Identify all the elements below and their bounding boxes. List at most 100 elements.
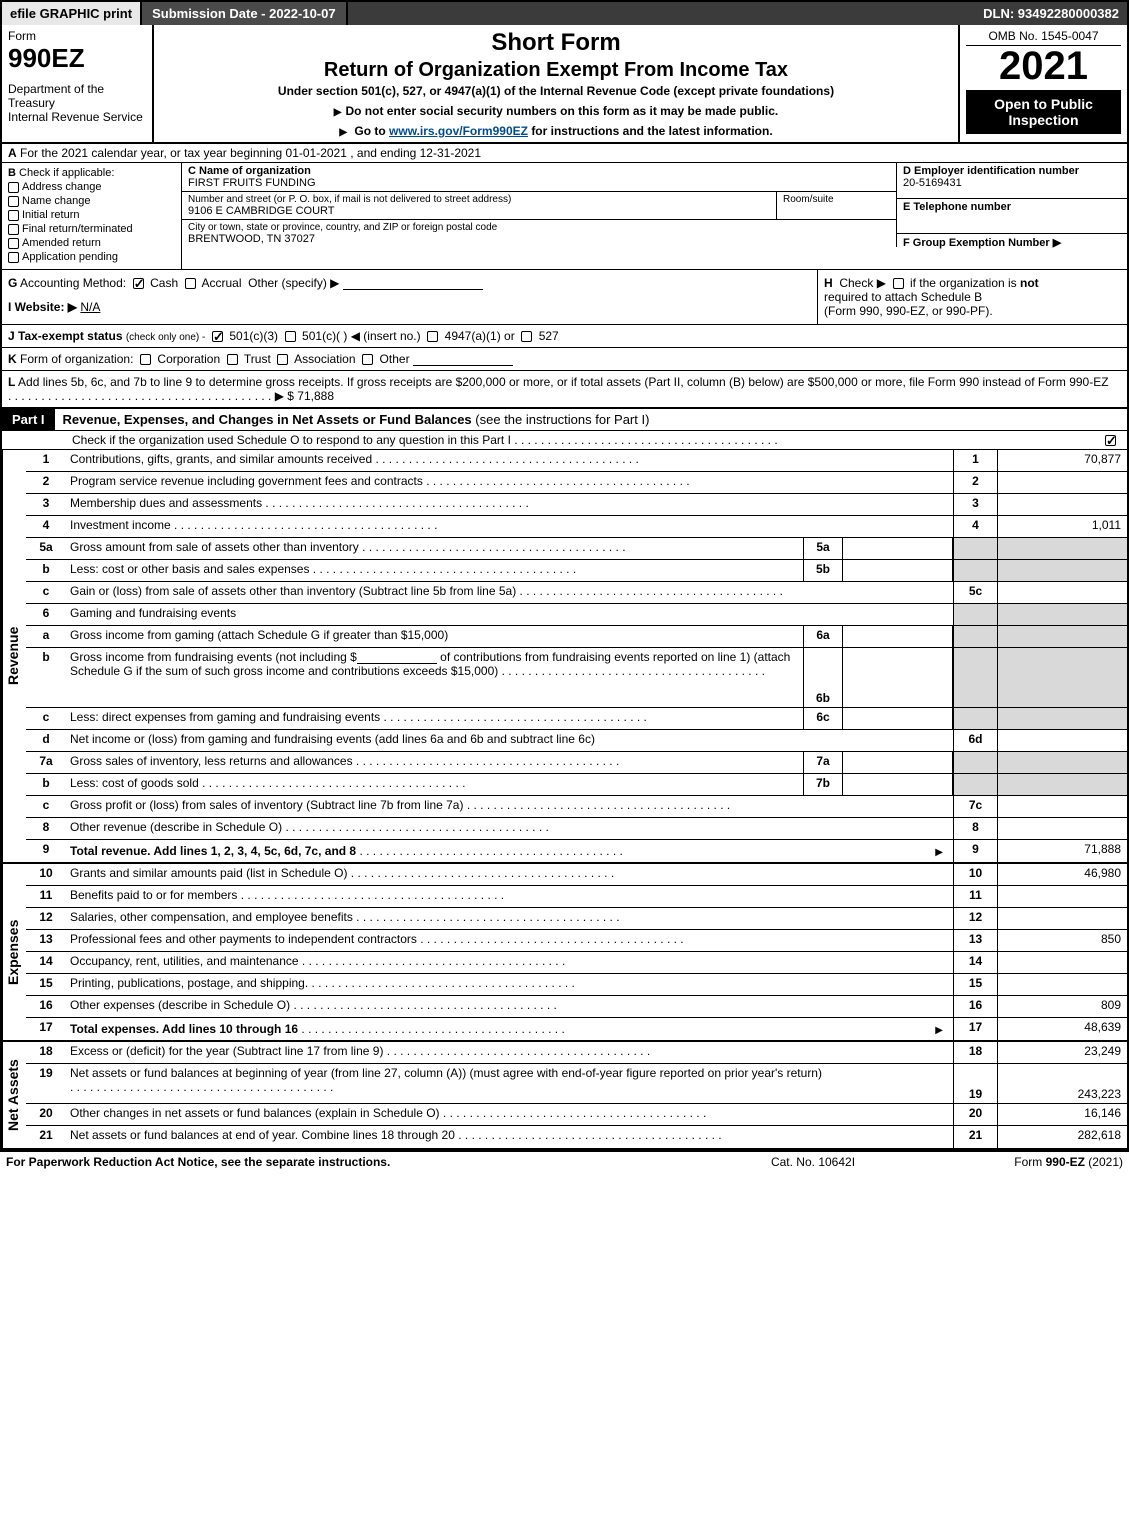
j-501c: 501(c)( ) ◀ (insert no.) <box>302 329 421 343</box>
ln10-rv: 46,980 <box>997 864 1127 885</box>
ln6d-rn: 6d <box>953 730 997 751</box>
line-5c: c Gain or (loss) from sale of assets oth… <box>26 582 1127 604</box>
ln18-rn: 18 <box>953 1042 997 1063</box>
chk-trust[interactable] <box>227 354 238 365</box>
ln16-no: 16 <box>26 996 66 1017</box>
goto-pre: Go to <box>354 124 389 138</box>
ln6b-rv <box>997 648 1127 707</box>
submission-date-button[interactable]: Submission Date - 2022-10-07 <box>142 2 348 25</box>
chk-application-pending[interactable]: Application pending <box>8 251 175 263</box>
j-527: 527 <box>539 329 559 343</box>
chk-assoc[interactable] <box>277 354 288 365</box>
chk-cash[interactable] <box>133 278 144 289</box>
ln6d-rv <box>997 730 1127 751</box>
label-g: G <box>8 276 17 290</box>
ln3-desc: Membership dues and assessments <box>66 494 953 515</box>
ln5a-ibv <box>843 538 953 559</box>
label-a: A <box>8 146 17 160</box>
ln7b-desc: Less: cost of goods sold <box>66 774 803 795</box>
chk-address-change[interactable]: Address change <box>8 181 175 193</box>
d-ein-cell: D Employer identification number 20-5169… <box>897 163 1127 199</box>
ln5c-desc: Gain or (loss) from sale of assets other… <box>66 582 953 603</box>
l-text: Add lines 5b, 6c, and 7b to line 9 to de… <box>18 375 1109 389</box>
part-i-header: Part I Revenue, Expenses, and Changes in… <box>2 409 1127 431</box>
ln11-no: 11 <box>26 886 66 907</box>
ln13-rn: 13 <box>953 930 997 951</box>
ln5c-rn: 5c <box>953 582 997 603</box>
chk-final-return[interactable]: Final return/terminated <box>8 223 175 235</box>
d-ein-value: 20-5169431 <box>903 177 1121 189</box>
ln7c-desc: Gross profit or (loss) from sales of inv… <box>66 796 953 817</box>
row-gh: G Accounting Method: Cash Accrual Other … <box>2 270 1127 325</box>
ln7c-rn: 7c <box>953 796 997 817</box>
goto-line: Go to www.irs.gov/Form990EZ for instruct… <box>162 124 950 138</box>
label-i: I Website: ▶ <box>8 300 77 314</box>
c-room-label: Room/suite <box>783 194 890 205</box>
chk-name-change[interactable]: Name change <box>8 195 175 207</box>
chk-amended-return[interactable]: Amended return <box>8 237 175 249</box>
revenue-vlabel: Revenue <box>2 450 26 862</box>
ln17-desc: Total expenses. Add lines 10 through 16 <box>66 1018 953 1040</box>
ln1-desc: Contributions, gifts, grants, and simila… <box>66 450 953 471</box>
ln13-rv: 850 <box>997 930 1127 951</box>
ln20-rn: 20 <box>953 1104 997 1125</box>
chk-other-org[interactable] <box>362 354 373 365</box>
g-other-input[interactable] <box>343 276 483 290</box>
ln7b-no: b <box>26 774 66 795</box>
line-16: 16 Other expenses (describe in Schedule … <box>26 996 1127 1018</box>
ln8-no: 8 <box>26 818 66 839</box>
ln5a-ibn: 5a <box>803 538 843 559</box>
k-text: Form of organization: <box>20 352 133 366</box>
k-other-org: Other <box>380 352 410 366</box>
website-value: N/A <box>80 300 100 314</box>
ln14-no: 14 <box>26 952 66 973</box>
h-schedule-b: H Check ▶ if the organization is not req… <box>817 270 1127 324</box>
arrow-icon <box>935 844 949 858</box>
ln7b-rn <box>953 774 997 795</box>
ln2-rv <box>997 472 1127 493</box>
ln4-rv: 1,011 <box>997 516 1127 537</box>
ln15-desc: Printing, publications, postage, and shi… <box>66 974 953 995</box>
k-other-input[interactable] <box>413 352 513 366</box>
section-bcdef: B Check if applicable: Address change Na… <box>2 163 1127 270</box>
line-6c: c Less: direct expenses from gaming and … <box>26 708 1127 730</box>
ln5a-rn <box>953 538 997 559</box>
ln17-rn: 17 <box>953 1018 997 1040</box>
col-b: B Check if applicable: Address change Na… <box>2 163 182 269</box>
h-t2: if the organization is <box>910 276 1017 290</box>
open-to-public: Open to Public Inspection <box>966 90 1121 134</box>
line-19: 19 Net assets or fund balances at beginn… <box>26 1064 1127 1104</box>
chk-4947[interactable] <box>427 331 438 342</box>
line-7b: b Less: cost of goods sold 7b <box>26 774 1127 796</box>
ln11-rv <box>997 886 1127 907</box>
chk-527[interactable] <box>521 331 532 342</box>
chk-initial-return[interactable]: Initial return <box>8 209 175 221</box>
ln19-no: 19 <box>26 1064 66 1103</box>
line-14: 14 Occupancy, rent, utilities, and maint… <box>26 952 1127 974</box>
ln21-rv: 282,618 <box>997 1126 1127 1148</box>
footer-catno: Cat. No. 10642I <box>683 1155 943 1169</box>
part-i-check[interactable] <box>1097 431 1127 449</box>
ln5c-rv <box>997 582 1127 603</box>
efile-print-button[interactable]: efile GRAPHIC print <box>2 2 142 25</box>
ln6-rn <box>953 604 997 625</box>
c-street-value: 9106 E CAMBRIDGE COURT <box>188 205 770 217</box>
netassets-section: Net Assets 18 Excess or (deficit) for th… <box>2 1042 1127 1150</box>
label-k: K <box>8 352 17 366</box>
chk-not-required[interactable] <box>893 278 904 289</box>
row-a: A For the 2021 calendar year, or tax yea… <box>2 144 1127 163</box>
chk-accrual[interactable] <box>185 278 196 289</box>
page-footer: For Paperwork Reduction Act Notice, see … <box>0 1152 1129 1172</box>
irs-link[interactable]: www.irs.gov/Form990EZ <box>389 124 528 138</box>
line-15: 15 Printing, publications, postage, and … <box>26 974 1127 996</box>
line-1: 1 Contributions, gifts, grants, and simi… <box>26 450 1127 472</box>
chk-501c[interactable] <box>285 331 296 342</box>
c-city-label: City or town, state or province, country… <box>188 222 890 233</box>
ln7a-rn <box>953 752 997 773</box>
h-t4: (Form 990, 990-EZ, or 990-PF). <box>824 304 993 318</box>
ln21-rn: 21 <box>953 1126 997 1148</box>
revenue-section: Revenue 1 Contributions, gifts, grants, … <box>2 450 1127 864</box>
chk-501c3[interactable] <box>212 331 223 342</box>
chk-corp[interactable] <box>140 354 151 365</box>
header-left: Form 990EZ Department of the Treasury In… <box>2 25 154 142</box>
